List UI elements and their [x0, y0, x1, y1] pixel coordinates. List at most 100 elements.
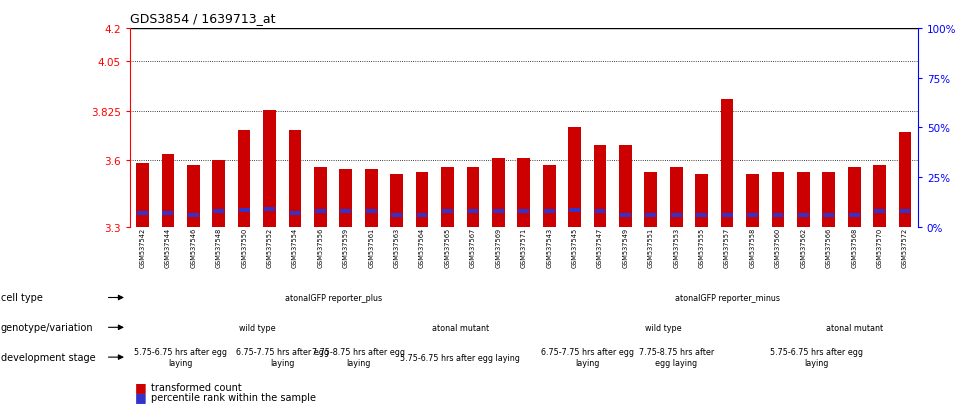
Bar	[696, 174, 708, 227]
Bar	[517, 159, 530, 227]
Bar	[288, 130, 302, 227]
Text: ■: ■	[135, 390, 146, 404]
Text: 5.75-6.75 hrs after egg
laying: 5.75-6.75 hrs after egg laying	[770, 348, 863, 367]
Text: 7.75-8.75 hrs after egg
laying: 7.75-8.75 hrs after egg laying	[312, 348, 405, 367]
Text: GSM537559: GSM537559	[343, 227, 349, 267]
Text: GSM537556: GSM537556	[317, 227, 324, 267]
Bar	[569, 209, 580, 213]
Text: GSM537561: GSM537561	[368, 227, 374, 267]
Text: wild type: wild type	[238, 323, 275, 332]
Text: GSM537547: GSM537547	[597, 227, 603, 267]
Text: GSM537554: GSM537554	[292, 227, 298, 267]
Bar	[518, 210, 530, 214]
Text: GSM537562: GSM537562	[801, 227, 806, 267]
Bar	[340, 210, 351, 214]
Bar	[264, 208, 275, 212]
Bar	[899, 210, 910, 214]
Bar	[161, 154, 174, 227]
Text: GSM537572: GSM537572	[902, 227, 908, 267]
Bar	[697, 213, 707, 217]
Bar	[544, 210, 554, 214]
Bar	[746, 174, 759, 227]
Text: development stage: development stage	[1, 352, 95, 362]
Bar	[823, 172, 835, 227]
Bar	[467, 210, 479, 214]
Text: wild type: wild type	[645, 323, 682, 332]
Bar	[645, 172, 657, 227]
Bar	[848, 168, 860, 227]
Text: GSM537570: GSM537570	[876, 227, 882, 267]
Bar	[162, 211, 173, 215]
Bar	[620, 213, 630, 217]
Text: atonal mutant: atonal mutant	[431, 323, 489, 332]
Bar	[237, 130, 251, 227]
Text: GSM537563: GSM537563	[394, 227, 400, 267]
Bar	[646, 213, 656, 217]
Text: GSM537567: GSM537567	[470, 227, 476, 267]
Bar	[417, 213, 428, 217]
Text: GSM537552: GSM537552	[266, 227, 273, 267]
Bar	[568, 128, 581, 227]
Text: transformed count: transformed count	[151, 382, 241, 392]
Text: cell type: cell type	[1, 293, 43, 303]
Text: GSM537569: GSM537569	[495, 227, 502, 267]
Text: GSM537546: GSM537546	[190, 227, 196, 267]
Text: 6.75-7.75 hrs after egg
laying: 6.75-7.75 hrs after egg laying	[235, 348, 329, 367]
Text: 6.75-7.75 hrs after egg
laying: 6.75-7.75 hrs after egg laying	[541, 348, 634, 367]
Bar	[339, 170, 352, 227]
Bar	[238, 209, 250, 213]
Bar	[874, 166, 886, 227]
Bar	[391, 213, 402, 217]
Text: GSM537571: GSM537571	[521, 227, 527, 267]
Bar	[390, 174, 403, 227]
Bar	[441, 168, 454, 227]
Bar	[187, 166, 200, 227]
Text: atonal mutant: atonal mutant	[825, 323, 883, 332]
Bar	[797, 172, 810, 227]
Text: GSM537553: GSM537553	[674, 227, 679, 267]
Bar	[671, 213, 681, 217]
Text: GSM537551: GSM537551	[648, 227, 653, 267]
Bar	[492, 159, 505, 227]
Bar	[315, 210, 326, 214]
Text: GSM537550: GSM537550	[241, 227, 247, 267]
Bar	[798, 213, 809, 217]
Text: 7.75-8.75 hrs after
egg laying: 7.75-8.75 hrs after egg laying	[639, 348, 714, 367]
Text: GSM537555: GSM537555	[699, 227, 704, 267]
Bar	[772, 172, 784, 227]
Bar	[543, 166, 555, 227]
Bar	[594, 146, 606, 227]
Bar	[721, 100, 733, 227]
Text: GSM537542: GSM537542	[139, 227, 145, 267]
Bar	[773, 213, 783, 217]
Bar	[670, 168, 682, 227]
Text: GSM537564: GSM537564	[419, 227, 425, 267]
Bar	[188, 213, 199, 217]
Bar	[137, 211, 148, 215]
Bar	[824, 213, 834, 217]
Bar	[314, 168, 327, 227]
Text: ■: ■	[135, 380, 146, 393]
Bar	[442, 210, 453, 214]
Text: GSM537558: GSM537558	[750, 227, 755, 267]
Bar	[722, 213, 732, 217]
Bar	[213, 210, 224, 214]
Bar	[619, 146, 631, 227]
Bar	[747, 213, 758, 217]
Text: GSM537557: GSM537557	[724, 227, 730, 267]
Text: GSM537549: GSM537549	[623, 227, 628, 267]
Text: GSM537543: GSM537543	[546, 227, 553, 267]
Bar	[466, 168, 480, 227]
Text: GDS3854 / 1639713_at: GDS3854 / 1639713_at	[130, 12, 275, 25]
Text: GSM537560: GSM537560	[775, 227, 781, 267]
Bar	[849, 213, 859, 217]
Text: 5.75-6.75 hrs after egg
laying: 5.75-6.75 hrs after egg laying	[135, 348, 227, 367]
Text: GSM537566: GSM537566	[825, 227, 832, 267]
Text: percentile rank within the sample: percentile rank within the sample	[151, 392, 316, 402]
Bar	[136, 163, 149, 227]
Text: GSM537544: GSM537544	[165, 227, 171, 267]
Text: GSM537545: GSM537545	[572, 227, 578, 267]
Bar	[493, 210, 504, 214]
Bar	[899, 133, 911, 227]
Bar	[416, 172, 429, 227]
